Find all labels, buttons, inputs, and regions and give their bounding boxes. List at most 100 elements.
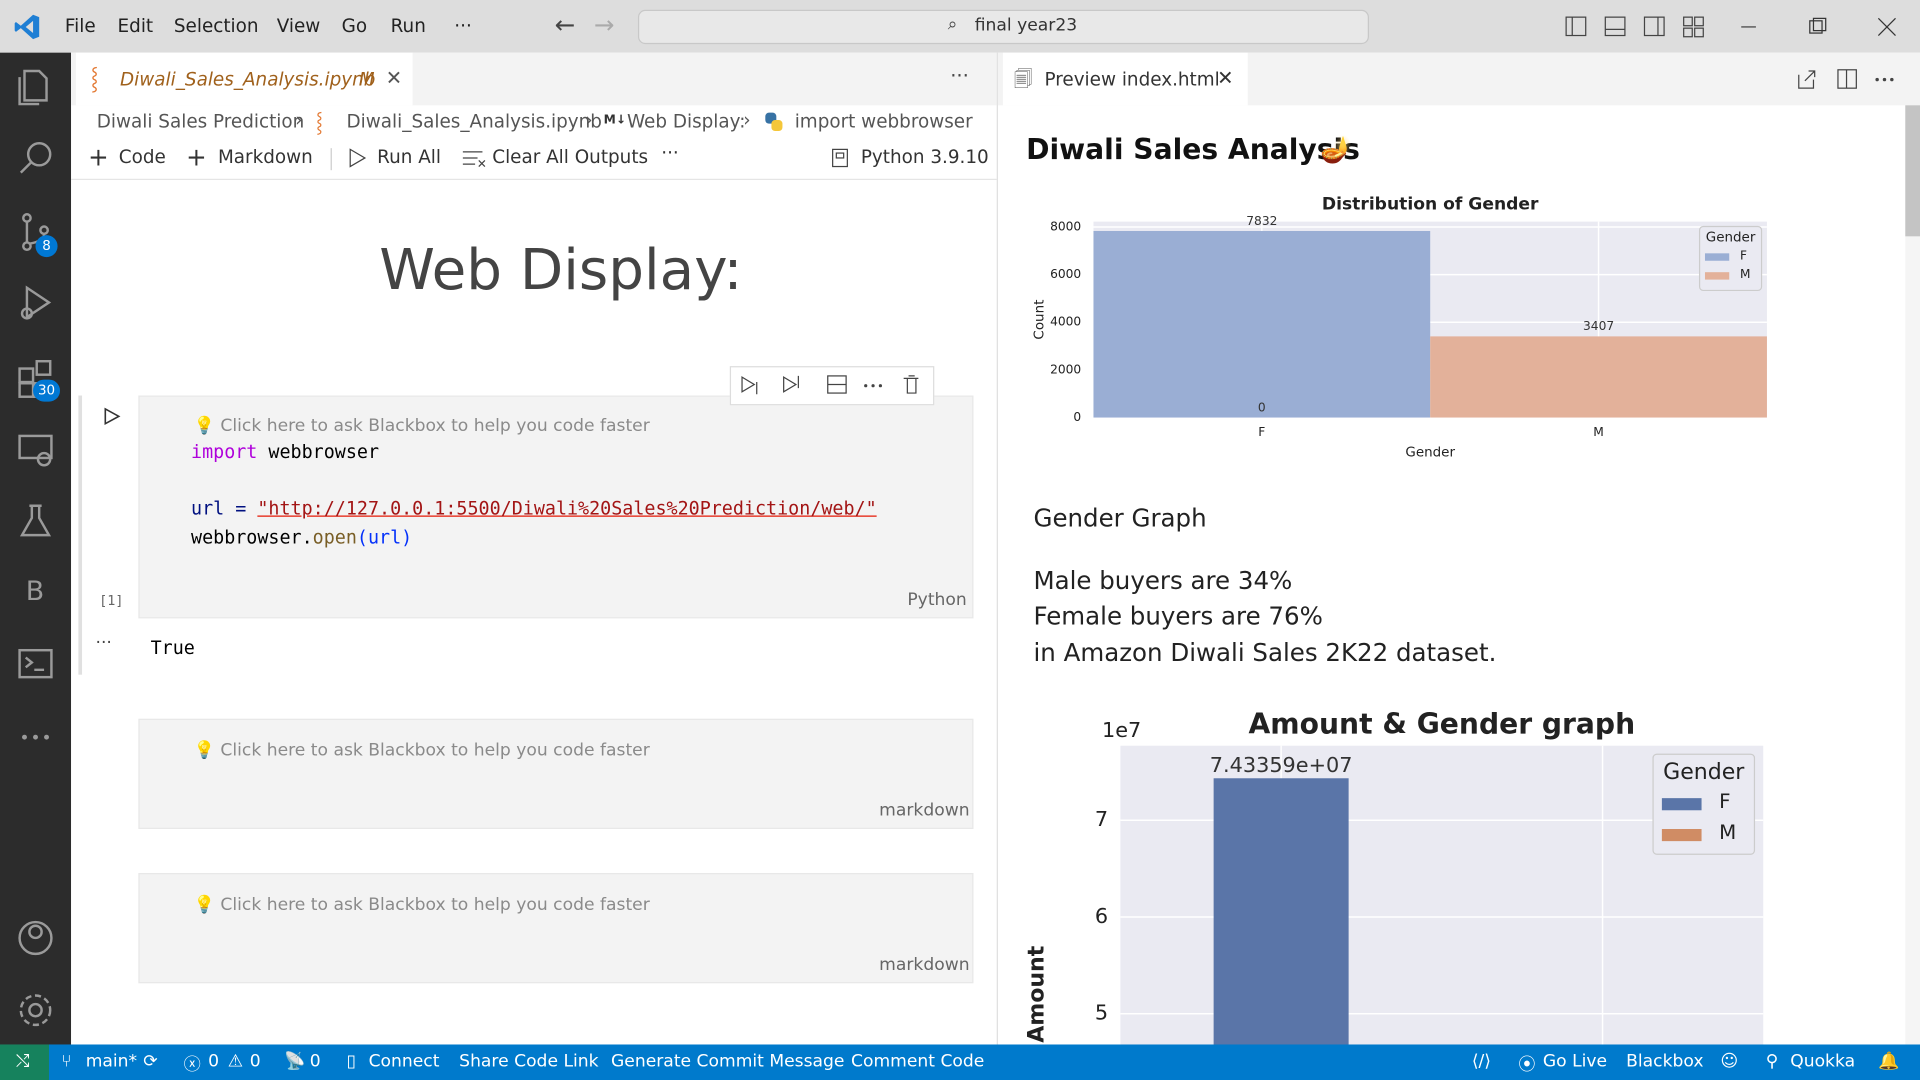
add-code[interactable]: Code (118, 145, 166, 168)
data-label: 3407 (1583, 319, 1614, 333)
command-center[interactable] (637, 9, 1369, 45)
menu-more[interactable]: ··· (454, 14, 472, 37)
data-label: 0 (1258, 400, 1266, 414)
menu-edit[interactable]: Edit (117, 14, 154, 37)
connect[interactable]: Connect (368, 1051, 440, 1072)
share-code[interactable]: Share Code Link (459, 1051, 599, 1072)
legend-swatch (1661, 829, 1702, 842)
copilot-icon[interactable]: ☺ (1720, 1051, 1739, 1072)
comment-code[interactable]: Comment Code (851, 1051, 985, 1072)
cell-language[interactable]: markdown (879, 955, 970, 975)
preview-icon: 🗐 (1013, 68, 1033, 91)
menu-file[interactable]: File (64, 14, 96, 37)
toolbar-more[interactable]: ··· (661, 142, 679, 165)
cell-language[interactable]: Python (907, 590, 967, 610)
search-icon: ⌕ (947, 14, 958, 35)
live-share-icon[interactable]: ⟨/⟩ (1471, 1051, 1491, 1072)
menu-selection[interactable]: Selection (173, 14, 259, 37)
active-tab[interactable] (75, 52, 413, 106)
sync-icon[interactable]: ⟳ (143, 1051, 158, 1072)
diya-emoji: 🪔 (1320, 134, 1353, 165)
clear-outputs[interactable]: Clear All Outputs (492, 145, 649, 168)
offset-label: 1e7 (1102, 718, 1141, 742)
quokka[interactable]: Quokka (1790, 1051, 1856, 1072)
breadcrumb[interactable]: import webbrowser (794, 110, 973, 133)
menu-view[interactable]: View (276, 14, 321, 37)
editor-more[interactable]: ··· (950, 63, 969, 87)
preview-actions[interactable] (1795, 67, 1905, 91)
blackbox-status[interactable]: Blackbox (1626, 1051, 1704, 1072)
preview-tab[interactable] (1002, 52, 1248, 106)
cell-output: True (150, 636, 195, 659)
markdown-cell[interactable] (138, 873, 974, 984)
y-tick-label: 0 (1073, 410, 1081, 424)
markdown-icon: M↓ (603, 113, 627, 128)
run-all[interactable]: Run All (377, 145, 441, 168)
menu-run[interactable]: Run (390, 14, 426, 37)
breadcrumb-icon: ⸾ (315, 110, 323, 134)
ports[interactable]: 0 (309, 1051, 321, 1072)
search-text: final year23 (974, 15, 1078, 36)
python-icon (765, 112, 783, 132)
preview-heading: Diwali Sales Analysis (1026, 134, 1360, 167)
breadcrumb-sep: › (295, 108, 303, 132)
y-tick-label: 5 (1095, 1001, 1108, 1025)
tab-close[interactable]: ✕ (385, 66, 403, 90)
chart-title: Distribution of Gender (1322, 194, 1539, 214)
scrollbar-thumb[interactable] (1905, 105, 1920, 237)
tab-modified: M (358, 68, 375, 91)
legend-title: Gender (1663, 760, 1745, 785)
y-axis-label: Count (1032, 300, 1047, 340)
y-tick-label: 6000 (1050, 267, 1081, 281)
output-more[interactable]: ··· (95, 633, 112, 653)
warnings[interactable]: 0 (249, 1051, 261, 1072)
toolbar-border (71, 178, 997, 181)
nav-back[interactable]: ← (554, 9, 576, 40)
preview-tab-title[interactable]: Preview index.html (1044, 68, 1220, 91)
blackbox-icon[interactable]: B (25, 576, 45, 608)
menu-go[interactable]: Go (341, 14, 368, 37)
connect-icon: ▯ (346, 1051, 356, 1072)
blackbox-hint[interactable]: Click here to ask Blackbox to help you c… (220, 416, 650, 436)
cell-language[interactable]: markdown (879, 800, 970, 821)
breadcrumb[interactable]: Diwali Sales Prediction (96, 110, 305, 133)
add-markdown[interactable]: Markdown (217, 145, 313, 168)
run-cell[interactable] (100, 405, 122, 427)
markdown-cell[interactable] (138, 718, 974, 829)
error-icon: ⓧ (183, 1055, 201, 1076)
x-axis-label: Gender (1405, 446, 1455, 461)
go-live[interactable]: Go Live (1542, 1051, 1608, 1072)
warning-icon: ⚠ (227, 1051, 244, 1072)
cell-toolbar-icons[interactable] (735, 372, 928, 396)
code-cell[interactable] (138, 395, 974, 619)
blackbox-hint[interactable]: Click here to ask Blackbox to help you c… (220, 895, 650, 915)
preview-text: in Amazon Diwali Sales 2K22 dataset. (1033, 637, 1497, 668)
nav-forward[interactable]: → (593, 9, 615, 40)
errors[interactable]: 0 (208, 1051, 220, 1072)
remote-button[interactable] (0, 1044, 49, 1080)
extensions-badge: 30 (33, 379, 61, 402)
branch[interactable]: main* (85, 1051, 138, 1072)
breadcrumb[interactable]: Diwali_Sales_Analysis.ipynb (346, 110, 602, 133)
x-tick-label: M (1593, 425, 1604, 439)
notifications[interactable]: 🔔 (1878, 1051, 1900, 1072)
identifier: url = (191, 497, 258, 520)
kernel[interactable]: Python 3.9.10 (860, 145, 989, 168)
y-tick-label: 4000 (1050, 315, 1081, 329)
tab-title[interactable]: Diwali_Sales_Analysis.ipynb (120, 68, 376, 91)
legend-label: M (1719, 821, 1736, 844)
legend-swatch (1704, 272, 1730, 280)
breadcrumb[interactable]: Web Display: (626, 110, 746, 133)
hint-icon: 💡 (193, 740, 215, 761)
blackbox-hint[interactable]: Click here to ask Blackbox to help you c… (220, 740, 650, 761)
split-divider (996, 52, 998, 1045)
legend-title: Gender (1706, 231, 1756, 246)
keyword: import (191, 440, 258, 463)
commit-message[interactable]: Generate Commit Message (611, 1051, 845, 1072)
gender-chart: 02000400060008000FM7832003407Distributio… (1032, 194, 1767, 461)
window-controls[interactable] (1736, 15, 1907, 39)
tab-close[interactable]: ✕ (1217, 66, 1234, 90)
layout-icons[interactable] (1565, 15, 1712, 39)
scm-badge: 8 (35, 235, 58, 258)
